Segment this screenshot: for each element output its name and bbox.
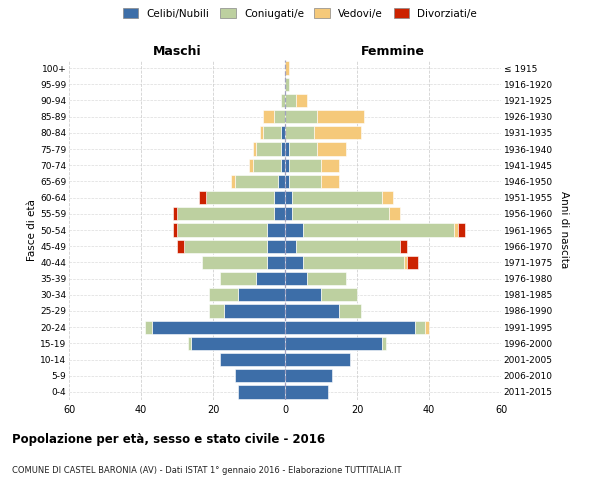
Bar — [224, 304, 285, 318]
Bar — [220, 272, 256, 285]
Bar — [285, 126, 314, 140]
Bar — [238, 288, 285, 302]
Bar — [206, 191, 274, 204]
Bar — [285, 158, 289, 172]
Bar — [267, 240, 285, 253]
Bar — [173, 207, 177, 220]
Bar — [407, 256, 418, 269]
Bar — [209, 288, 238, 302]
Bar — [317, 142, 346, 156]
Bar — [285, 369, 332, 382]
Bar — [314, 126, 361, 140]
Bar — [191, 336, 285, 350]
Bar — [199, 191, 206, 204]
Bar — [292, 191, 382, 204]
Bar — [321, 158, 339, 172]
Bar — [389, 207, 400, 220]
Bar — [281, 126, 285, 140]
Bar — [281, 94, 285, 107]
Bar — [188, 336, 191, 350]
Bar — [296, 94, 307, 107]
Bar — [285, 304, 339, 318]
Bar — [292, 207, 389, 220]
Bar — [382, 336, 386, 350]
Bar — [285, 207, 292, 220]
Bar — [285, 386, 328, 398]
Bar — [263, 126, 281, 140]
Text: Femmine: Femmine — [361, 46, 425, 59]
Bar — [177, 207, 274, 220]
Bar — [285, 78, 289, 91]
Bar — [253, 142, 256, 156]
Bar — [274, 191, 285, 204]
Bar — [321, 175, 339, 188]
Bar — [382, 191, 393, 204]
Bar — [285, 353, 350, 366]
Bar — [458, 224, 465, 236]
Bar — [267, 224, 285, 236]
Bar — [285, 272, 307, 285]
Bar — [317, 110, 364, 124]
Bar — [285, 191, 292, 204]
Bar — [339, 304, 361, 318]
Bar — [202, 256, 267, 269]
Bar — [285, 224, 303, 236]
Bar — [285, 336, 382, 350]
Text: COMUNE DI CASTEL BARONIA (AV) - Dati ISTAT 1° gennaio 2016 - Elaborazione TUTTIT: COMUNE DI CASTEL BARONIA (AV) - Dati IST… — [12, 466, 401, 475]
Y-axis label: Fasce di età: Fasce di età — [27, 199, 37, 261]
Bar — [415, 320, 425, 334]
Bar — [307, 272, 346, 285]
Bar — [274, 110, 285, 124]
Bar — [256, 142, 281, 156]
Bar — [263, 110, 274, 124]
Bar — [249, 158, 253, 172]
Bar — [285, 94, 296, 107]
Bar — [454, 224, 458, 236]
Bar — [177, 224, 267, 236]
Bar — [256, 272, 285, 285]
Bar — [289, 158, 321, 172]
Bar — [238, 386, 285, 398]
Bar — [425, 320, 429, 334]
Bar — [404, 256, 407, 269]
Bar — [253, 158, 281, 172]
Bar — [285, 175, 289, 188]
Bar — [281, 158, 285, 172]
Bar — [400, 240, 407, 253]
Bar — [235, 175, 278, 188]
Text: Popolazione per età, sesso e stato civile - 2016: Popolazione per età, sesso e stato civil… — [12, 432, 325, 446]
Bar — [184, 240, 267, 253]
Bar — [321, 288, 357, 302]
Bar — [303, 224, 454, 236]
Bar — [285, 240, 296, 253]
Bar — [235, 369, 285, 382]
Bar — [296, 240, 400, 253]
Bar — [285, 320, 415, 334]
Bar — [285, 142, 289, 156]
Bar — [289, 175, 321, 188]
Legend: Celibi/Nubili, Coniugati/e, Vedovi/e, Divorziati/e: Celibi/Nubili, Coniugati/e, Vedovi/e, Di… — [119, 5, 481, 21]
Bar — [209, 304, 224, 318]
Bar — [220, 353, 285, 366]
Y-axis label: Anni di nascita: Anni di nascita — [559, 192, 569, 268]
Bar — [274, 207, 285, 220]
Bar — [285, 256, 303, 269]
Bar — [281, 142, 285, 156]
Bar — [260, 126, 263, 140]
Bar — [173, 224, 177, 236]
Bar — [285, 288, 321, 302]
Bar — [289, 142, 317, 156]
Bar — [285, 110, 317, 124]
Bar — [303, 256, 404, 269]
Bar — [285, 62, 289, 74]
Bar — [145, 320, 152, 334]
Bar — [267, 256, 285, 269]
Bar — [152, 320, 285, 334]
Bar — [231, 175, 235, 188]
Bar — [278, 175, 285, 188]
Bar — [177, 240, 184, 253]
Text: Maschi: Maschi — [152, 46, 202, 59]
